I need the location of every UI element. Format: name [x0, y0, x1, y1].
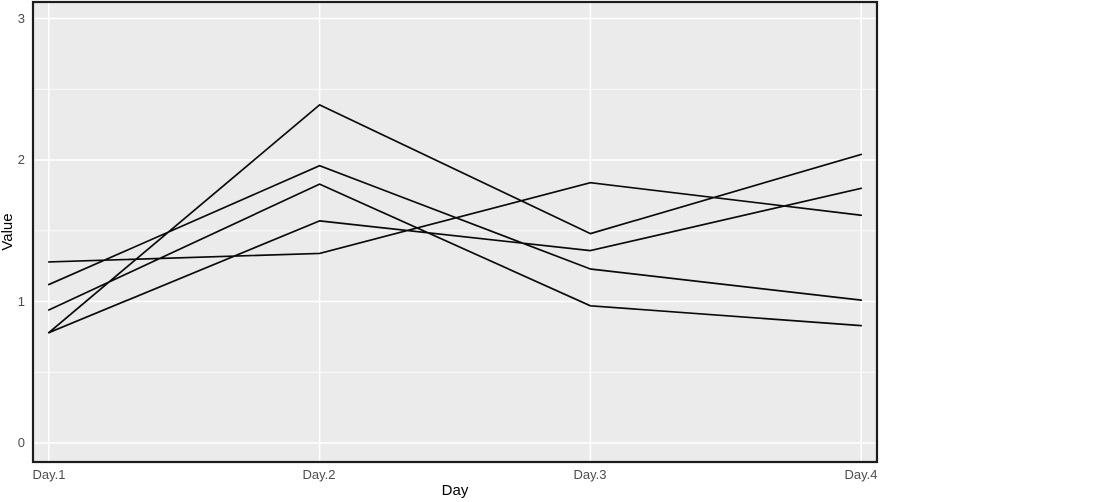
y-tick-label-2: 2 [17, 152, 25, 167]
panel-background [33, 2, 877, 462]
x-axis-title: Day [441, 482, 469, 499]
x-tick-label-day2: Day.2 [302, 467, 336, 482]
series-line-3 [47, 183, 863, 327]
y-axis-title: Value [0, 213, 16, 251]
series-line-5 [47, 181, 863, 263]
y-tick-label-3: 3 [17, 11, 25, 26]
x-tick-label-day1: Day.1 [32, 467, 66, 482]
x-tick-label-day3: Day.3 [573, 467, 607, 482]
panel-border [31, 0, 879, 464]
series-line-4 [47, 187, 863, 334]
x-tick-label-day4: Day.4 [844, 467, 878, 482]
y-tick-label-0: 0 [17, 435, 25, 450]
y-tick-label-1: 1 [17, 294, 25, 309]
series-line-1 [47, 104, 863, 334]
